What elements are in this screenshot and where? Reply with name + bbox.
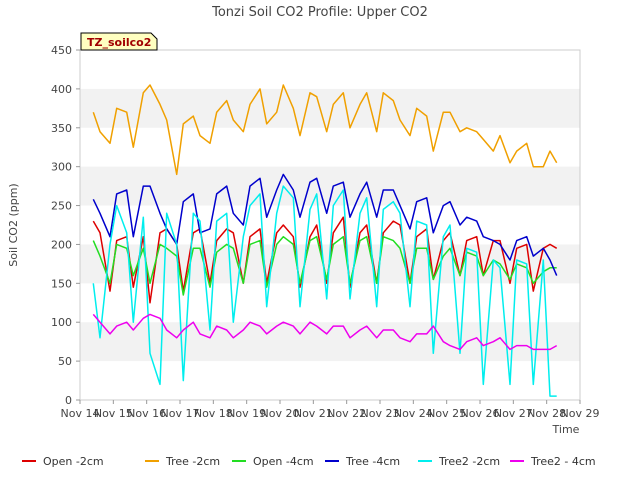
y-tick-label: 300 bbox=[51, 161, 72, 174]
legend-label: Tree2 - 4cm bbox=[530, 455, 596, 468]
x-tick-label: Nov 24 bbox=[394, 407, 433, 420]
y-axis-label: Soil CO2 (ppm) bbox=[7, 183, 20, 266]
x-axis-label: Time bbox=[552, 423, 580, 436]
y-axis-ticks: 0 50 100 150 200 250 300 350 400 450 bbox=[51, 44, 80, 407]
x-tick-label: Nov 29 bbox=[561, 407, 600, 420]
x-tick-label: Nov 17 bbox=[161, 407, 200, 420]
y-tick-label: 0 bbox=[65, 394, 72, 407]
y-tick-label: 50 bbox=[58, 355, 72, 368]
x-tick-label: Nov 22 bbox=[327, 407, 366, 420]
grid-band bbox=[80, 88, 580, 128]
legend-label: Tree -4cm bbox=[345, 455, 400, 468]
x-tick-label: Nov 26 bbox=[461, 407, 500, 420]
series-line-2 bbox=[92, 235, 557, 296]
y-tick-label: 200 bbox=[51, 238, 72, 251]
y-tick-label: 250 bbox=[51, 200, 72, 213]
x-tick-label: Nov 27 bbox=[494, 407, 533, 420]
x-tick-label: Nov 19 bbox=[227, 407, 266, 420]
legend: Open -2cm Tree -2cm Open -4cm Tree -4cm Tree… bbox=[22, 455, 596, 468]
legend-label: Tree -2cm bbox=[165, 455, 220, 468]
x-tick-label: Nov 23 bbox=[361, 407, 400, 420]
x-tick-label: Nov 25 bbox=[427, 407, 466, 420]
x-tick-label: Nov 28 bbox=[527, 407, 566, 420]
legend-label: Open -2cm bbox=[43, 455, 104, 468]
legend-label: Open -4cm bbox=[253, 455, 314, 468]
series-line-1 bbox=[92, 84, 558, 176]
badge-shape bbox=[80, 32, 158, 51]
y-tick-label: 450 bbox=[51, 44, 72, 57]
y-tick-label: 150 bbox=[51, 277, 72, 290]
series-line-5 bbox=[92, 313, 558, 351]
plot-area-frame bbox=[79, 49, 581, 401]
x-tick-label: Nov 18 bbox=[194, 407, 233, 420]
x-tick-label: Nov 15 bbox=[94, 407, 133, 420]
y-tick-label: 400 bbox=[51, 83, 72, 96]
badge-label: TZ_soilco2 bbox=[87, 36, 151, 49]
y-tick-label: 350 bbox=[51, 122, 72, 135]
legend-label: Tree2 -2cm bbox=[438, 455, 500, 468]
x-tick-label: Nov 20 bbox=[261, 407, 300, 420]
site-badge: TZ_soilco2 bbox=[80, 32, 158, 51]
series-line-3 bbox=[92, 173, 558, 276]
grid-band bbox=[80, 322, 580, 362]
x-tick-label: Nov 14 bbox=[61, 407, 100, 420]
x-tick-label: Nov 16 bbox=[127, 407, 166, 420]
series-lines bbox=[92, 84, 558, 397]
series-line-4 bbox=[92, 185, 557, 397]
chart-title: Tonzi Soil CO2 Profile: Upper CO2 bbox=[211, 5, 428, 20]
y-tick-label: 100 bbox=[51, 316, 72, 329]
x-tick-label: Nov 21 bbox=[294, 407, 333, 420]
